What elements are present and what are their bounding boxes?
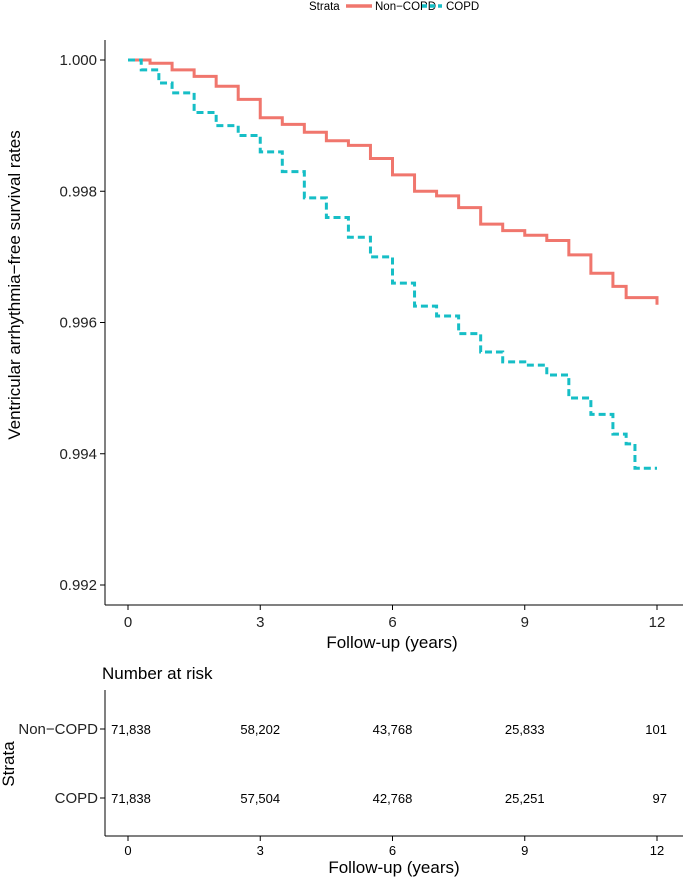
y-tick-label: 0.996 xyxy=(59,315,97,332)
x-tick-label: 9 xyxy=(521,614,529,631)
risk-x-tick-label: 3 xyxy=(257,843,264,858)
risk-cell: 25,833 xyxy=(505,722,545,737)
y-tick-label: 1.000 xyxy=(59,52,97,69)
risk-x-axis-title: Follow-up (years) xyxy=(328,858,459,877)
risk-x-tick-label: 12 xyxy=(650,843,664,858)
risk-cell: 71,838 xyxy=(111,791,151,806)
x-axis-title: Follow-up (years) xyxy=(326,633,457,652)
risk-table-ylabel: Strata xyxy=(0,741,18,787)
risk-x-tick-label: 9 xyxy=(521,843,528,858)
risk-table-title: Number at risk xyxy=(102,664,213,683)
legend: Strata Non−COPD COPD xyxy=(309,1,479,13)
y-tick-label: 0.992 xyxy=(59,577,97,594)
risk-cell: 57,504 xyxy=(240,791,280,806)
risk-cell: 101 xyxy=(645,722,667,737)
x-tick-label: 0 xyxy=(124,614,132,631)
legend-title: Strata xyxy=(309,1,340,13)
main-plot-axes xyxy=(104,40,683,606)
legend-label-non-copd: Non−COPD xyxy=(375,1,436,13)
risk-cell: 58,202 xyxy=(240,722,280,737)
risk-cells: 71,838 58,202 43,768 25,833 101 71,838 57,504 4… xyxy=(111,722,667,806)
x-tick-label: 6 xyxy=(388,614,396,631)
y-axis-title: Ventricular arrhythmia−free survival rat… xyxy=(5,130,24,439)
risk-cell: 43,768 xyxy=(373,722,413,737)
y-tick-label: 0.994 xyxy=(59,446,97,463)
risk-x-tick-label: 6 xyxy=(389,843,396,858)
risk-x-ticks: 0 3 6 9 12 xyxy=(124,836,664,858)
risk-cell: 71,838 xyxy=(111,722,151,737)
curve-copd xyxy=(128,58,657,470)
risk-cell: 42,768 xyxy=(373,791,413,806)
y-ticks: 0.992 0.994 0.996 0.998 1.000 xyxy=(59,52,105,594)
risk-table: Number at risk Non−COPD COPD Strata 71,8… xyxy=(0,664,683,877)
y-tick-label: 0.998 xyxy=(59,183,97,200)
risk-row-label-non-copd: Non−COPD xyxy=(18,721,98,738)
risk-x-tick-label: 0 xyxy=(124,843,131,858)
survival-curves xyxy=(128,58,659,470)
curve-non-copd xyxy=(128,58,659,305)
legend-label-copd: COPD xyxy=(446,1,479,13)
risk-cell: 25,251 xyxy=(505,791,545,806)
x-tick-label: 3 xyxy=(256,614,264,631)
risk-row-label-copd: COPD xyxy=(55,790,99,807)
x-tick-label: 12 xyxy=(649,614,666,631)
risk-cell: 97 xyxy=(653,791,667,806)
x-ticks: 0 3 6 9 12 xyxy=(124,605,666,631)
